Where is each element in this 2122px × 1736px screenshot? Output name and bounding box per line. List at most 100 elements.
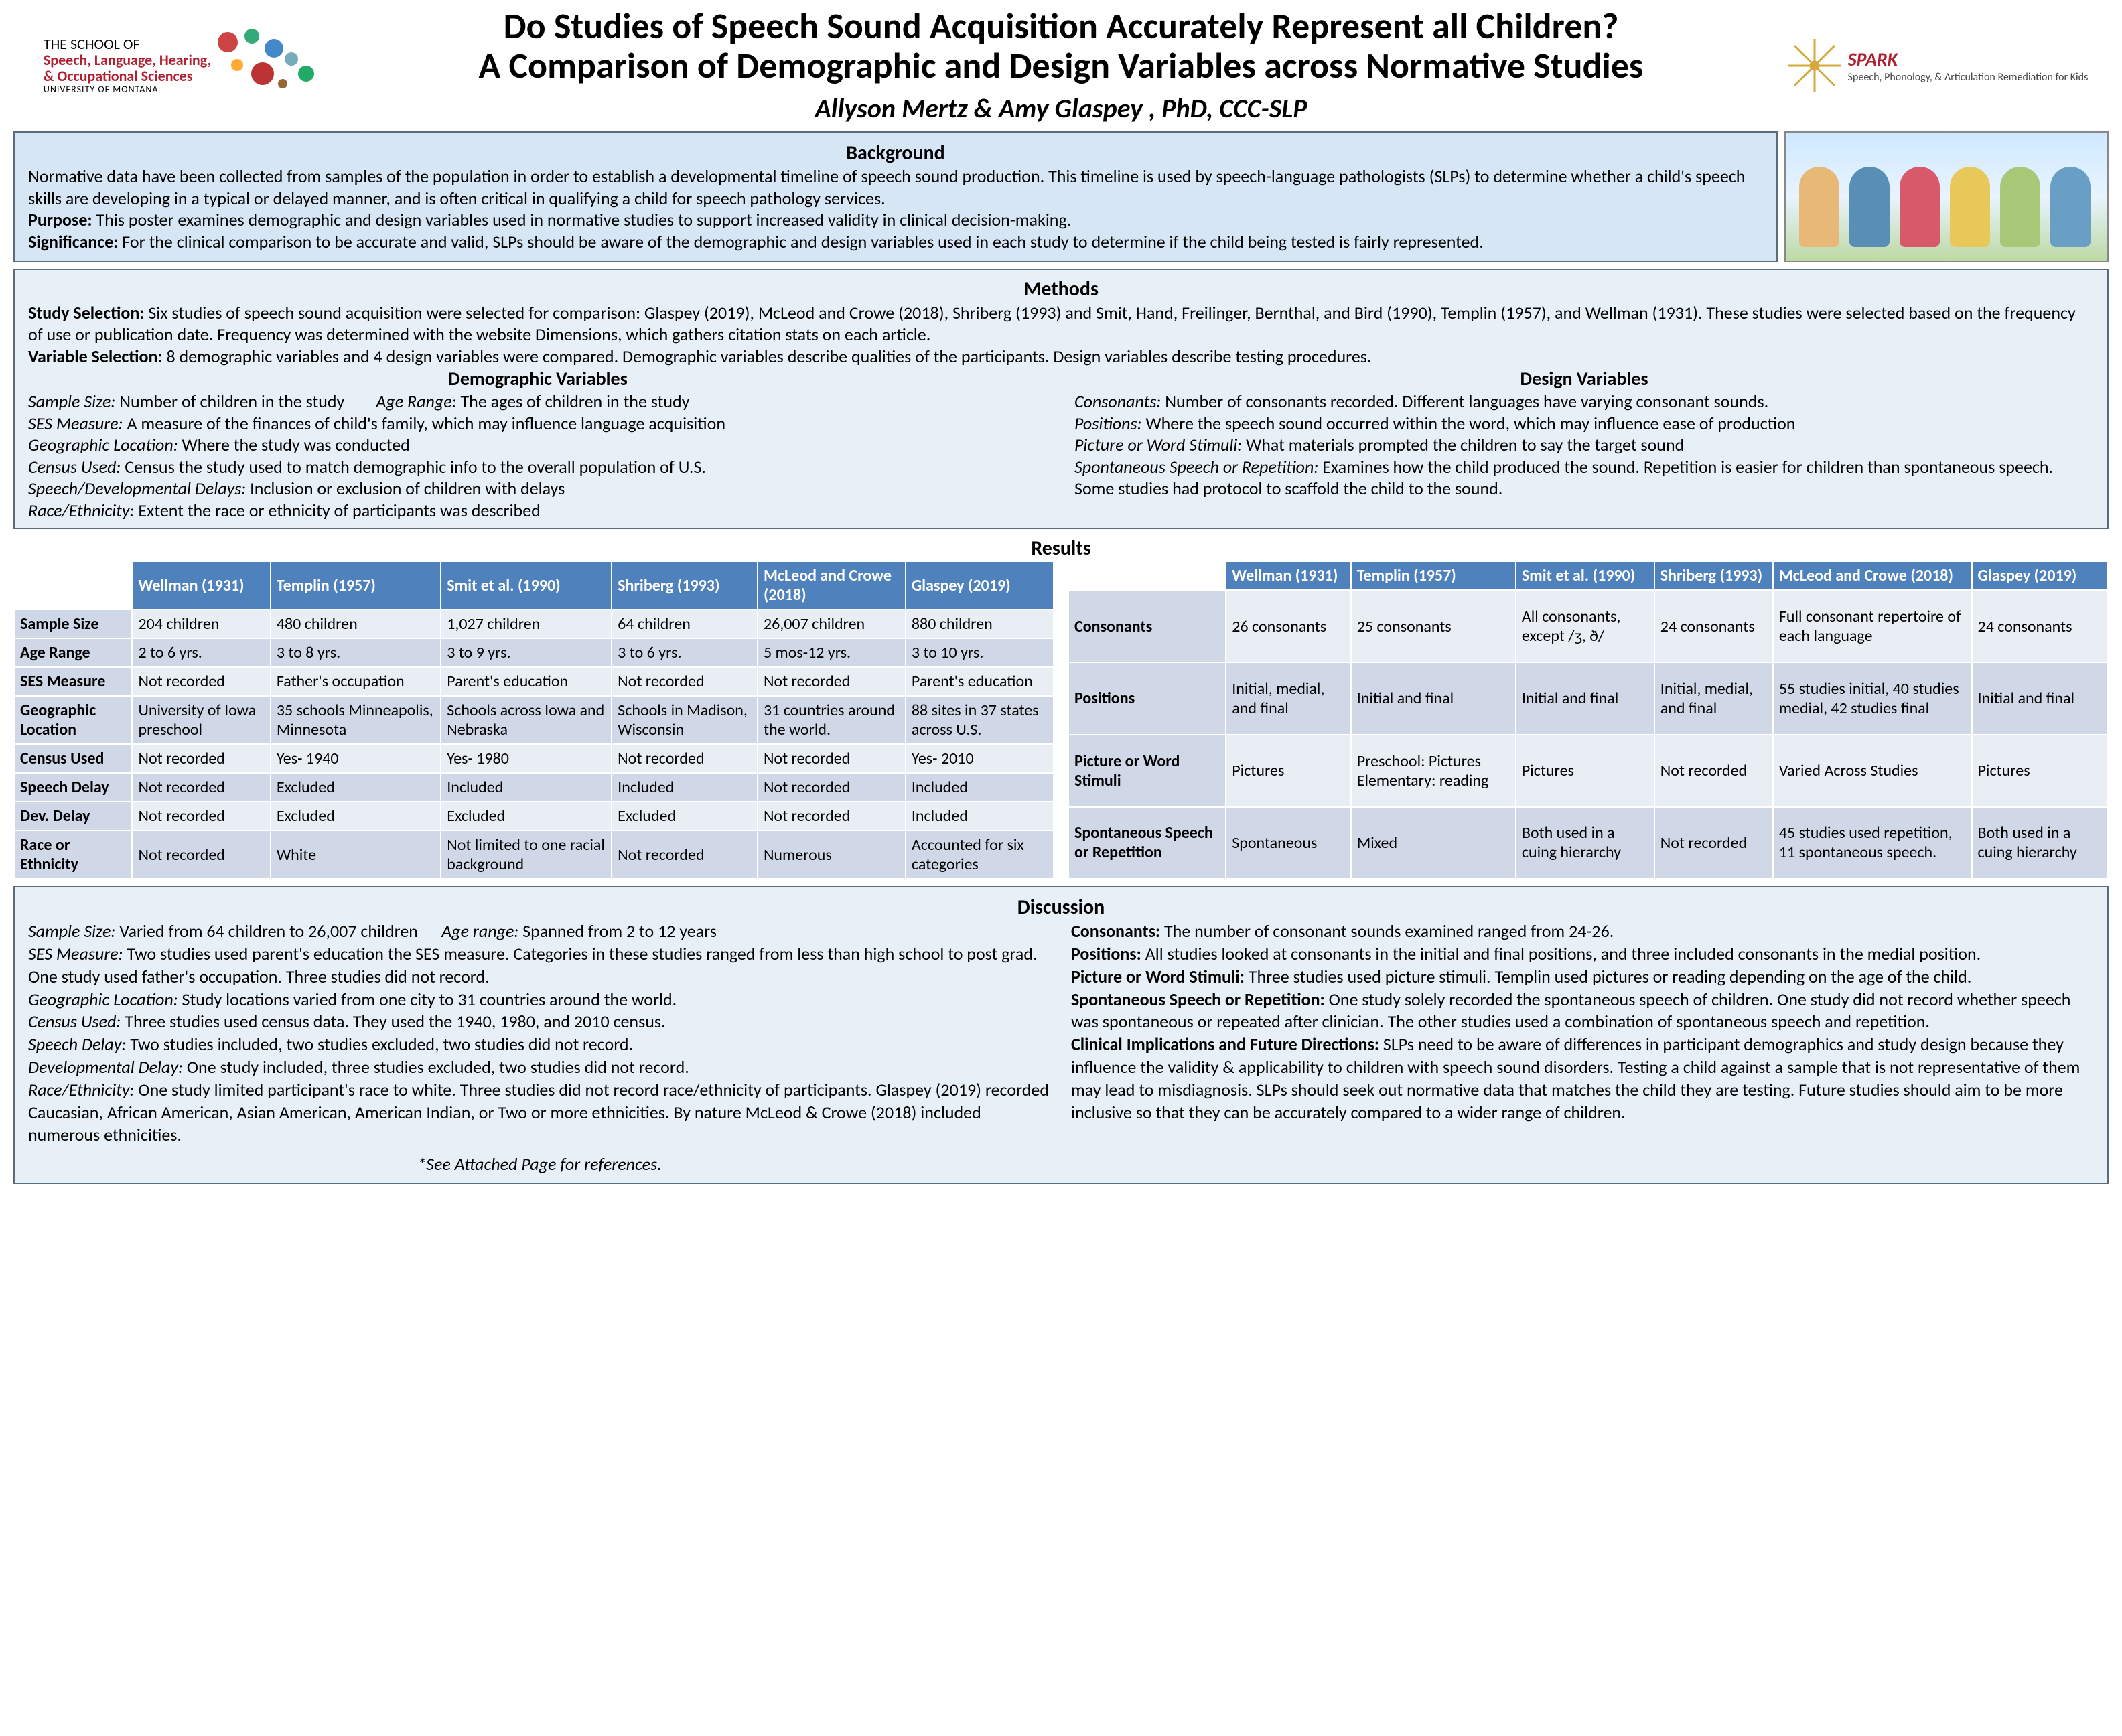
discussion-item: Geographic Location: Study locations var… <box>28 989 1051 1011</box>
table-row: Race or EthnicityNot recordedWhiteNot li… <box>14 830 1054 879</box>
table-row: Speech DelayNot recordedExcludedIncluded… <box>14 773 1054 802</box>
table-cell: Not recorded <box>1654 735 1773 807</box>
table-cell: Accounted for six categories <box>906 830 1054 879</box>
table-row-header: Census Used <box>14 744 132 773</box>
discussion-item: Positions: All studies looked at consona… <box>1071 943 2094 966</box>
design-heading: Design Variables <box>1074 367 2094 390</box>
logo-right: SPARK Speech, Phonology, & Articulation … <box>1767 15 2102 116</box>
table-cell: Excluded <box>612 802 758 830</box>
table-cell: Not recorded <box>132 830 270 879</box>
results-right-table: Wellman (1931)Templin (1957)Smit et al. … <box>1068 561 2109 879</box>
table-col-header: Smit et al. (1990) <box>441 561 612 609</box>
table-cell: Pictures <box>1972 735 2108 807</box>
discussion-columns: Sample Size: Varied from 64 children to … <box>28 920 2094 1176</box>
table-cell: All consonants, except /ʒ, ð/ <box>1516 590 1654 662</box>
spark-star-icon <box>1781 32 1848 99</box>
authors: Allyson Mertz & Amy Glaspey , PhD, CCC-S… <box>355 92 1767 125</box>
table-row-header: Geographic Location <box>14 696 132 744</box>
table-cell: 204 children <box>132 609 270 638</box>
table-cell: Not recorded <box>132 667 270 696</box>
table-cell: Included <box>612 773 758 802</box>
table-cell: 1,027 children <box>441 609 612 638</box>
table-cell: Parent's education <box>906 667 1054 696</box>
table-cell: Not recorded <box>758 744 906 773</box>
table-row-header: Age Range <box>14 638 132 667</box>
table-cell: Spontaneous <box>1226 807 1350 879</box>
table-cell: Schools in Madison, Wisconsin <box>612 696 758 744</box>
table-row: Census UsedNot recordedYes- 1940Yes- 198… <box>14 744 1054 773</box>
table-cell: 880 children <box>906 609 1054 638</box>
table-cell: Excluded <box>441 802 612 830</box>
table-col-header: Shriberg (1993) <box>1654 561 1773 590</box>
table-cell: University of Iowa preschool <box>132 696 270 744</box>
table-cell: Numerous <box>758 830 906 879</box>
table-row: Consonants26 consonants25 consonantsAll … <box>1068 590 2108 662</box>
methods-box: Methods Study Selection: Six studies of … <box>13 269 2109 529</box>
logo-left-line2: Speech, Language, Hearing, <box>44 52 211 68</box>
table-row: PositionsInitial, medial, and finalIniti… <box>1068 662 2108 735</box>
table-row: Sample Size204 children480 children1,027… <box>14 609 1054 638</box>
discussion-item: SES Measure: Two studies used parent's e… <box>28 943 1051 989</box>
title-line1: Do Studies of Speech Sound Acquisition A… <box>355 7 1767 46</box>
table-cell: 25 consonants <box>1351 590 1516 662</box>
table-cell: 26,007 children <box>758 609 906 638</box>
table-cell: 3 to 10 yrs. <box>906 638 1054 667</box>
table-cell: 26 consonants <box>1226 590 1350 662</box>
table-cell: 35 schools Minneapolis, Minnesota <box>271 696 441 744</box>
table-cell: Yes- 2010 <box>906 744 1054 773</box>
table-cell: Not recorded <box>758 667 906 696</box>
demo-vars-list: Sample Size: Number of children in the s… <box>28 390 1048 521</box>
children-photo <box>1784 131 2109 263</box>
discussion-right-col: Consonants: The number of consonant soun… <box>1071 920 2094 1176</box>
demo-heading: Demographic Variables <box>28 367 1048 390</box>
table-row: SES MeasureNot recordedFather's occupati… <box>14 667 1054 696</box>
table-cell: Not recorded <box>1654 807 1773 879</box>
table-cell: Not recorded <box>132 773 270 802</box>
table-row: Spontaneous Speech or RepetitionSpontane… <box>1068 807 2108 879</box>
table-cell: Yes- 1980 <box>441 744 612 773</box>
table-col-header: Wellman (1931) <box>1226 561 1350 590</box>
methods-study-selection: Study Selection: Six studies of speech s… <box>28 302 2094 346</box>
results-section: Results Wellman (1931)Templin (1957)Smit… <box>0 536 2122 879</box>
table-cell: 2 to 6 yrs. <box>132 638 270 667</box>
discussion-left-col: Sample Size: Varied from 64 children to … <box>28 920 1051 1176</box>
table-row-header: Positions <box>1068 662 1226 735</box>
table-col-header: Wellman (1931) <box>132 561 270 609</box>
discussion-item: Picture or Word Stimuli: Three studies u… <box>1071 966 2094 989</box>
reference-note: *See Attached Page for references. <box>28 1153 1051 1176</box>
table-cell: 3 to 6 yrs. <box>612 638 758 667</box>
table-cell: 45 studies used repetition, 11 spontaneo… <box>1773 807 1972 879</box>
table-cell: Initial, medial, and final <box>1654 662 1773 735</box>
results-heading: Results <box>13 536 2109 561</box>
table-row: Picture or Word Stimuli Pictures Preschool… <box>1068 735 2108 807</box>
title-block: Do Studies of Speech Sound Acquisition A… <box>355 7 1767 125</box>
background-heading: Background <box>28 141 1763 166</box>
background-box: Background Normative data have been coll… <box>13 131 1778 263</box>
discussion-item: Census Used: Three studies used census d… <box>28 1011 1051 1033</box>
table-cell: Excluded <box>271 802 441 830</box>
table-cell: Full consonant repertoire of each langua… <box>1773 590 1972 662</box>
results-tables-row: Wellman (1931)Templin (1957)Smit et al. … <box>13 561 2109 879</box>
table-cell: Not recorded <box>132 802 270 830</box>
table-cell: Preschool: Pictures Elementary: reading <box>1351 735 1516 807</box>
table-row-header: Race or Ethnicity <box>14 830 132 879</box>
table-col-header: Templin (1957) <box>1351 561 1516 590</box>
table-col-header: McLeod and Crowe (2018) <box>758 561 906 609</box>
table-row: Dev. DelayNot recordedExcludedExcludedEx… <box>14 802 1054 830</box>
table-cell: Excluded <box>271 773 441 802</box>
table-cell: Both used in a cuing hierarchy <box>1516 807 1654 879</box>
table-row-header: Picture or Word Stimuli <box>1068 735 1226 807</box>
table-cell: Parent's education <box>441 667 612 696</box>
discussion-item: Spontaneous Speech or Repetition: One st… <box>1071 989 2094 1034</box>
table-col-header: Shriberg (1993) <box>612 561 758 609</box>
table-row-header: Speech Delay <box>14 773 132 802</box>
discussion-item: Developmental Delay: One study included,… <box>28 1056 1051 1079</box>
background-row: Background Normative data have been coll… <box>0 131 2122 263</box>
table-cell: Initial, medial, and final <box>1226 662 1350 735</box>
methods-columns: Demographic Variables Sample Size: Numbe… <box>28 367 2094 521</box>
table-cell: Not recorded <box>758 773 906 802</box>
table-cell: Included <box>906 773 1054 802</box>
table-col-header: Glaspey (2019) <box>1972 561 2108 590</box>
discussion-item: Race/Ethnicity: One study limited partic… <box>28 1079 1051 1147</box>
table-cell: Initial and final <box>1351 662 1516 735</box>
